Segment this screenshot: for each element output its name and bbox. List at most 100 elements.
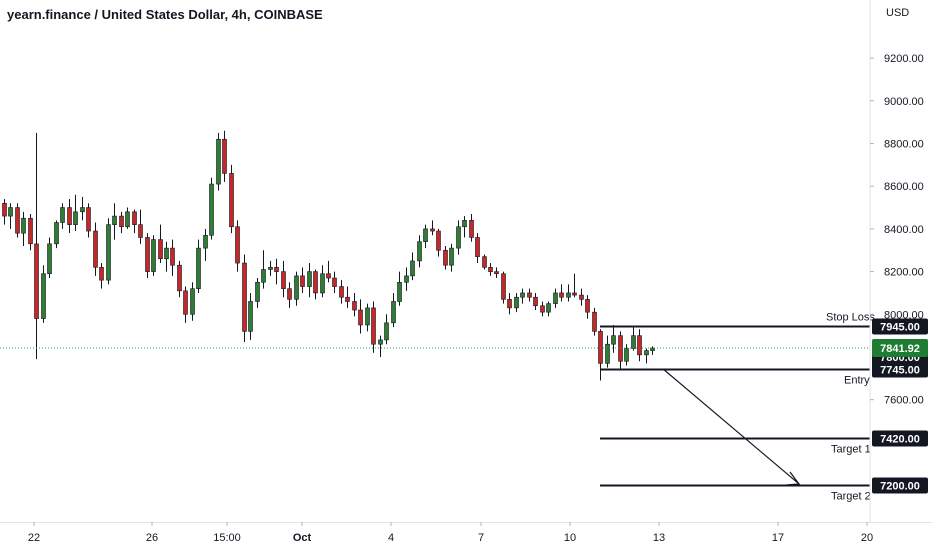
candle-body — [553, 292, 558, 304]
candle — [229, 164, 234, 234]
candle — [546, 301, 551, 317]
x-tick-label: 10 — [564, 532, 576, 544]
x-tick-label: 13 — [653, 532, 665, 544]
candle-body — [54, 222, 59, 245]
level-price-label: 7200.00 — [880, 481, 920, 493]
candle-body — [345, 296, 350, 302]
candle-body — [177, 264, 182, 292]
candle-body — [73, 211, 78, 225]
candle — [339, 280, 344, 304]
level-price-label: 7945.00 — [880, 322, 920, 334]
candle — [462, 216, 467, 238]
x-tick-label: 20 — [861, 532, 873, 544]
candle — [119, 211, 124, 234]
candle-body — [365, 307, 370, 326]
candle — [209, 177, 214, 240]
level-price-tag — [872, 361, 928, 378]
candle-body — [242, 262, 247, 332]
y-tick-label: 8000.00 — [884, 309, 924, 321]
level-annotation: Target 2 — [831, 491, 871, 503]
candle — [274, 258, 279, 285]
candle — [242, 254, 247, 343]
candle — [268, 260, 273, 276]
candle — [644, 348, 649, 364]
candle-body — [209, 183, 214, 236]
candle-body — [216, 138, 221, 185]
candle-body — [183, 290, 188, 315]
candle-body — [281, 271, 286, 289]
candle — [313, 269, 318, 300]
candle-body — [8, 207, 13, 217]
candle-body — [637, 335, 642, 356]
level-annotation: Target 1 — [831, 444, 871, 456]
candle-body — [585, 299, 590, 313]
candle — [631, 327, 636, 351]
candle — [222, 130, 227, 182]
candle — [605, 335, 610, 368]
candle-body — [255, 281, 260, 302]
candles-layer — [2, 130, 655, 381]
x-tick-label: 15:00 — [213, 532, 241, 544]
candle — [54, 220, 59, 249]
candle — [216, 132, 221, 191]
candle — [112, 203, 117, 240]
candle — [371, 301, 376, 353]
candle — [378, 335, 383, 357]
candle — [637, 329, 642, 362]
candle — [456, 220, 461, 255]
candle — [21, 211, 26, 246]
candle-body — [494, 271, 499, 275]
level-price-label: 7745.00 — [880, 365, 920, 377]
candle-body — [119, 215, 124, 228]
candle — [145, 233, 150, 279]
y-tick-label: 8400.00 — [884, 224, 924, 236]
candle-body — [624, 348, 629, 362]
candle-body — [579, 294, 584, 300]
candle — [177, 260, 182, 298]
candle-body — [436, 230, 441, 251]
candle — [352, 292, 357, 317]
candle-body — [2, 202, 7, 217]
candle — [404, 267, 409, 291]
candle-body — [566, 292, 571, 298]
candle — [650, 346, 655, 355]
chart-title: yearn.finance / United States Dollar, 4h… — [7, 7, 323, 22]
candle — [132, 209, 137, 234]
candle-body — [391, 301, 396, 324]
candle-body — [196, 247, 201, 289]
candle — [8, 203, 13, 229]
candle — [397, 271, 402, 306]
candle-body — [644, 350, 649, 356]
candle — [106, 218, 111, 285]
y-tick-label: 8200.00 — [884, 267, 924, 279]
x-tick-label: 26 — [146, 532, 158, 544]
last-price-label: 7841.92 — [880, 343, 920, 355]
candle-body — [423, 228, 428, 243]
candle-body — [462, 220, 467, 228]
candle-body — [320, 273, 325, 294]
candle-body — [371, 307, 376, 345]
candle — [86, 203, 91, 238]
candle — [501, 271, 506, 304]
candle — [80, 196, 85, 221]
candle-body — [268, 267, 273, 270]
y-tick-label: 9200.00 — [884, 53, 924, 65]
candle — [196, 239, 201, 293]
candle-body — [410, 260, 415, 277]
candle-body — [145, 237, 150, 272]
candle-body — [378, 339, 383, 345]
candle — [410, 252, 415, 281]
candle-body — [138, 224, 143, 238]
candle-body — [631, 335, 636, 349]
candle-body — [449, 247, 454, 266]
level-annotation: Stop Loss — [826, 312, 875, 324]
candle-body — [229, 173, 234, 228]
candle-body — [514, 296, 519, 309]
candle-body — [274, 267, 279, 272]
candle-body — [125, 211, 130, 228]
candle-body — [106, 224, 111, 281]
candle-body — [261, 269, 266, 283]
candle-body — [598, 331, 603, 364]
